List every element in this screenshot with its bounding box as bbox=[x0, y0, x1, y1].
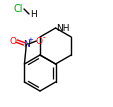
Text: H: H bbox=[30, 10, 36, 19]
Text: NH: NH bbox=[56, 24, 69, 33]
Text: +: + bbox=[27, 37, 33, 44]
Text: Cl: Cl bbox=[14, 4, 23, 14]
Text: O: O bbox=[10, 36, 17, 45]
Text: -: - bbox=[42, 33, 45, 42]
Text: N: N bbox=[23, 39, 29, 48]
Text: O: O bbox=[36, 36, 42, 45]
